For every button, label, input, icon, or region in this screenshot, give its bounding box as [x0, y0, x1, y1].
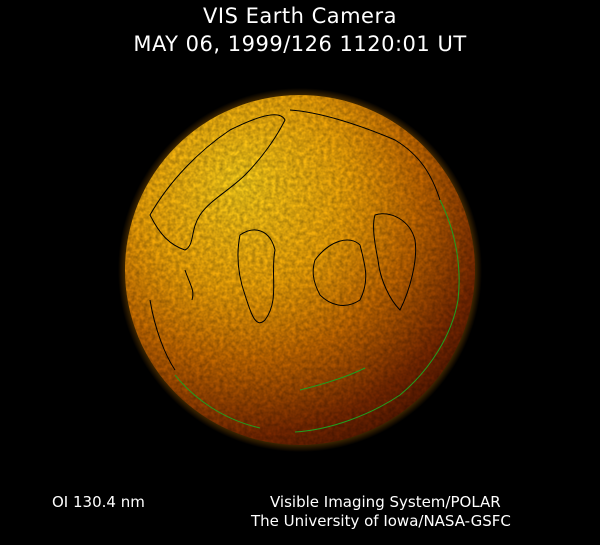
noise-texture — [125, 95, 475, 445]
instrument-label: Visible Imaging System/POLAR — [270, 493, 501, 511]
image-title: VIS Earth Camera — [203, 4, 397, 28]
limb-coastlines — [174, 199, 460, 433]
coastlines — [149, 109, 441, 371]
institution-label: The University of Iowa/NASA-GSFC — [251, 512, 511, 530]
image-timestamp: MAY 06, 1999/126 1120:01 UT — [133, 32, 467, 56]
wavelength-label: OI 130.4 nm — [52, 493, 145, 511]
